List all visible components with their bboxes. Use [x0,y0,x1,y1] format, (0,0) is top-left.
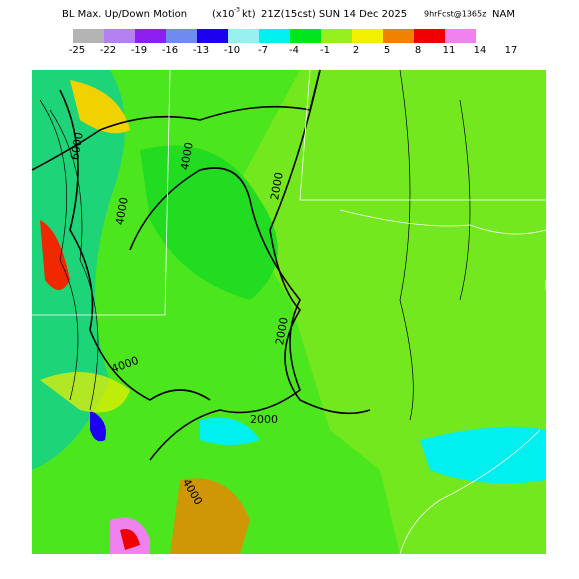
color-box [290,29,321,43]
contour-label: 2000 [273,316,291,346]
colorbar-label: 8 [415,45,421,56]
color-box [166,29,197,43]
colorbar-label: 14 [474,45,487,56]
colorbar-label: -7 [258,45,268,56]
contour-label: 6000 [68,131,86,161]
field-patch [40,220,70,290]
field-patch [90,410,106,442]
colorbar-label: -22 [100,45,116,56]
contour-label: 4000 [178,141,196,171]
colorbar-label: -4 [289,45,299,56]
color-box [197,29,228,43]
field-patch [70,80,130,134]
color-box [383,29,414,43]
color-box [259,29,290,43]
colorbar-label: -10 [224,45,240,56]
contours-thin [39,69,471,421]
color-box [104,29,135,43]
colorbar-label: -25 [69,45,85,56]
colorbar-label: 11 [443,45,456,56]
units-end: kt) [242,9,256,20]
colorbar-label: -1 [320,45,330,56]
contour-label: 4000 [113,196,131,226]
color-box [73,29,104,43]
field-patch [32,70,125,470]
color-box [352,29,383,43]
field-patch [40,372,130,413]
colorbar-label: -13 [193,45,209,56]
colorbar-label: 5 [384,45,390,56]
contour-label: 2000 [250,413,278,426]
map [31,69,547,555]
contours [31,69,371,461]
field-patch [120,529,140,550]
color-box [135,29,166,43]
colorbar-label: 17 [505,45,518,56]
colorbar-label: -16 [162,45,178,56]
field-patch [170,478,250,554]
units: (x10 [212,9,235,20]
color-box [228,29,259,43]
color-box [445,29,476,43]
valid-time: 21Z(15cst) SUN 14 Dec 2025 [261,9,407,20]
forecast: 9hrFcst@1365z [424,10,486,19]
borders [32,69,547,555]
contour-label: 2000 [268,171,286,201]
title: BL Max. Up/Down Motion [62,9,187,20]
colorbar-label: -19 [131,45,147,56]
colorbar: -25 -22 -19 -16 -13 -10 -7 -4 -1 2 5 8 11 14 17 [69,29,518,56]
field-patch [200,417,260,445]
color-box [321,29,352,43]
field-patch [420,426,546,484]
units-exponent: -3 [234,7,240,14]
colorbar-label: 2 [353,45,359,56]
model: NAM [492,9,515,20]
color-box [414,29,445,43]
